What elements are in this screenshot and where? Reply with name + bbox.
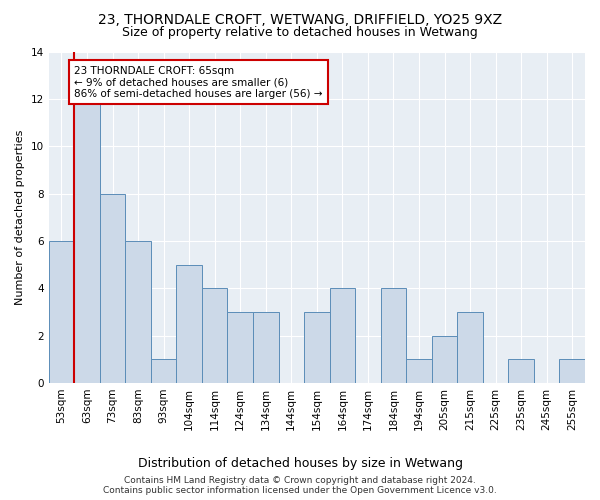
Text: Size of property relative to detached houses in Wetwang: Size of property relative to detached ho… xyxy=(122,26,478,39)
Text: 23, THORNDALE CROFT, WETWANG, DRIFFIELD, YO25 9XZ: 23, THORNDALE CROFT, WETWANG, DRIFFIELD,… xyxy=(98,12,502,26)
Text: Distribution of detached houses by size in Wetwang: Distribution of detached houses by size … xyxy=(137,458,463,470)
Bar xyxy=(151,360,176,383)
Bar xyxy=(559,360,585,383)
Bar xyxy=(202,288,227,383)
Bar xyxy=(329,288,355,383)
Bar xyxy=(74,99,100,383)
Bar xyxy=(176,264,202,383)
Text: 23 THORNDALE CROFT: 65sqm
← 9% of detached houses are smaller (6)
86% of semi-de: 23 THORNDALE CROFT: 65sqm ← 9% of detach… xyxy=(74,66,323,99)
Bar xyxy=(457,312,483,383)
Bar xyxy=(49,241,74,383)
Bar xyxy=(406,360,432,383)
Y-axis label: Number of detached properties: Number of detached properties xyxy=(15,130,25,305)
Bar xyxy=(508,360,534,383)
Bar xyxy=(380,288,406,383)
Text: Contains HM Land Registry data © Crown copyright and database right 2024.
Contai: Contains HM Land Registry data © Crown c… xyxy=(103,476,497,495)
Bar xyxy=(100,194,125,383)
Bar xyxy=(304,312,329,383)
Bar xyxy=(253,312,278,383)
Bar xyxy=(432,336,457,383)
Bar xyxy=(125,241,151,383)
Bar xyxy=(227,312,253,383)
